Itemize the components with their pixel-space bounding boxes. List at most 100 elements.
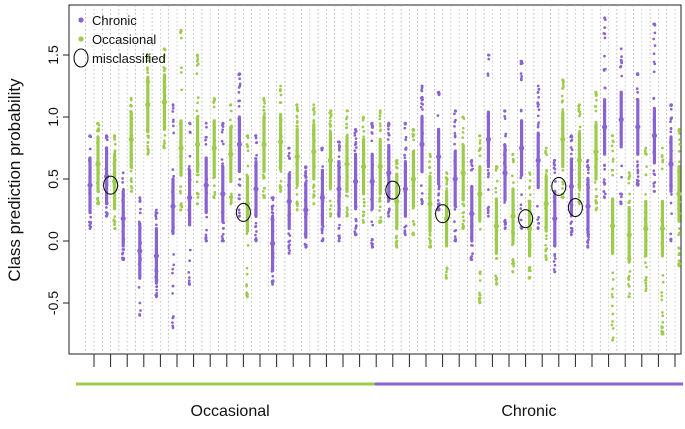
data-point	[237, 117, 241, 120]
data-point	[561, 147, 565, 150]
data-point	[570, 148, 574, 152]
data-point	[188, 165, 191, 168]
data-point	[395, 211, 399, 215]
data-center-point	[236, 141, 242, 147]
data-point	[478, 279, 482, 282]
data-point	[653, 31, 657, 35]
data-point	[237, 208, 241, 212]
data-center-point	[369, 178, 375, 185]
data-column	[659, 146, 666, 336]
data-point	[395, 213, 399, 217]
data-point	[238, 177, 242, 181]
data-point	[346, 208, 349, 212]
data-point	[677, 227, 681, 230]
data-point	[195, 64, 199, 67]
data-point	[113, 134, 116, 138]
data-point	[238, 123, 242, 126]
data-column	[203, 121, 209, 243]
data-point	[304, 201, 308, 205]
data-point	[304, 191, 307, 195]
data-point	[146, 53, 150, 57]
data-point	[437, 132, 441, 136]
data-point	[313, 110, 316, 114]
data-point	[412, 170, 415, 174]
data-point	[312, 113, 316, 116]
data-point	[537, 216, 541, 219]
data-point	[112, 219, 116, 223]
data-point	[503, 117, 507, 120]
data-point	[146, 56, 150, 60]
data-point	[462, 204, 466, 208]
data-point	[652, 169, 656, 173]
data-point	[363, 200, 366, 204]
data-point	[510, 174, 514, 178]
data-point	[154, 274, 158, 278]
data-point	[195, 117, 199, 121]
data-point	[195, 180, 199, 184]
data-point	[586, 176, 590, 180]
data-point	[495, 215, 499, 218]
data-point	[105, 214, 108, 218]
data-point	[130, 186, 134, 190]
series-chronic	[87, 16, 674, 330]
data-point	[321, 224, 325, 228]
data-point	[652, 118, 656, 122]
data-center-point	[436, 154, 442, 160]
data-point	[670, 149, 673, 153]
data-point	[637, 179, 640, 183]
data-point	[602, 151, 606, 155]
data-point	[521, 62, 524, 65]
data-center-point	[519, 145, 525, 151]
data-point	[187, 208, 191, 212]
data-point	[105, 163, 108, 166]
data-point	[437, 167, 440, 171]
data-point	[387, 131, 390, 135]
data-point	[337, 155, 341, 159]
data-point	[188, 121, 192, 125]
data-point	[338, 223, 341, 227]
data-point	[444, 192, 448, 196]
data-point	[204, 121, 208, 125]
data-point	[611, 219, 615, 222]
data-point	[470, 220, 473, 224]
data-point	[536, 164, 539, 167]
data-point	[321, 146, 324, 150]
data-point	[320, 204, 324, 208]
data-point	[487, 134, 490, 138]
data-point	[602, 178, 606, 181]
data-point	[561, 182, 565, 186]
data-point	[437, 187, 441, 191]
data-point	[279, 190, 282, 193]
data-point	[139, 257, 142, 260]
data-point	[578, 188, 581, 192]
data-point	[536, 91, 540, 94]
data-point	[661, 311, 664, 314]
data-point	[179, 157, 183, 161]
data-point	[155, 270, 159, 273]
data-point	[205, 191, 209, 195]
data-point	[245, 284, 248, 288]
data-point	[188, 248, 192, 252]
data-point	[312, 158, 316, 161]
data-point	[320, 229, 324, 233]
data-point	[586, 163, 590, 167]
data-point	[387, 214, 391, 218]
data-point	[304, 245, 308, 249]
data-point	[636, 72, 640, 75]
data-point	[188, 178, 192, 182]
data-point	[420, 114, 424, 118]
data-point	[420, 89, 424, 93]
data-point	[229, 138, 233, 142]
data-point	[262, 132, 266, 136]
data-point	[338, 145, 341, 149]
data-point	[254, 157, 257, 160]
data-point	[270, 270, 274, 273]
data-point	[238, 84, 242, 88]
data-point	[196, 114, 200, 118]
data-point	[378, 205, 382, 209]
data-point	[594, 175, 598, 179]
data-point	[329, 139, 333, 142]
data-point	[313, 165, 316, 168]
data-point	[512, 208, 516, 212]
data-point	[677, 150, 681, 153]
